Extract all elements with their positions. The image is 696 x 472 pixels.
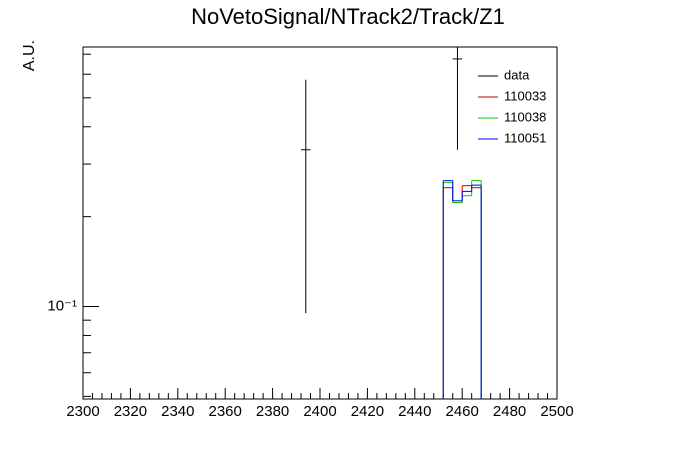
x-tick-label: 2320 [114,403,147,420]
x-tick-label: 2360 [209,403,242,420]
legend-label: data [504,67,530,82]
legend-label: 110051 [504,130,546,145]
x-tick-label: 2420 [351,403,384,420]
chart-title: NoVetoSignal/NTrack2/Track/Z1 [191,4,505,29]
legend-label: 110033 [504,88,546,103]
x-tick-label: 2400 [303,403,336,420]
legend-label: 110038 [504,109,546,124]
x-tick-label: 2500 [540,403,573,420]
x-tick-label: 2480 [493,403,526,420]
y-tick-label: 10⁻¹ [47,297,77,314]
x-tick-label: 2300 [66,403,99,420]
x-tick-label: 2340 [161,403,194,420]
x-tick-label: 2460 [446,403,479,420]
x-tick-label: 2440 [398,403,431,420]
x-tick-label: 2380 [256,403,289,420]
plot-frame [82,46,558,400]
y-axis-label: A.U. [21,40,38,71]
